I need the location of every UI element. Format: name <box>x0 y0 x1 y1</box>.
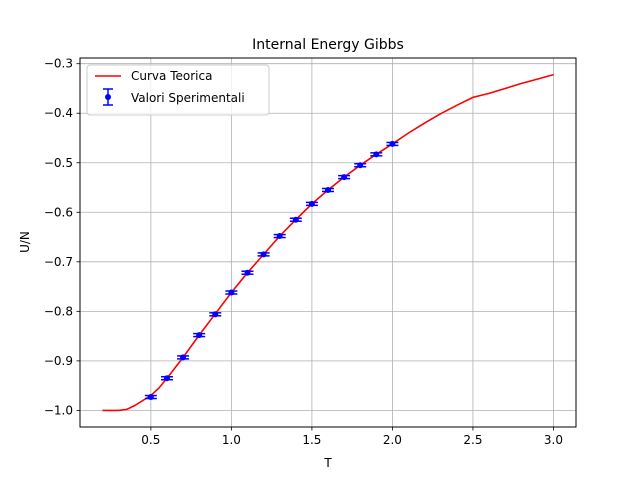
x-axis-ticks: 0.5 1.0 1.5 2.0 2.5 3.0 <box>141 427 563 447</box>
data-point <box>196 332 203 339</box>
y-tick-label: −1.0 <box>44 403 73 417</box>
legend: Curva Teorica Valori Sperimentali <box>86 64 270 116</box>
legend-box <box>86 64 270 116</box>
data-point <box>147 394 154 401</box>
x-tick-label: 1.5 <box>302 433 321 447</box>
data-point <box>163 375 170 382</box>
y-axis-label: U/N <box>18 231 32 253</box>
y-tick-label: −0.8 <box>44 304 73 318</box>
series-valori-sperimentali <box>144 140 399 401</box>
data-point <box>260 251 267 258</box>
data-point <box>373 151 380 158</box>
x-axis-label: T <box>323 456 332 470</box>
data-point <box>357 162 364 169</box>
chart-title: Internal Energy Gibbs <box>252 37 404 53</box>
x-tick-label: 2.5 <box>463 433 482 447</box>
curva-teorica-line <box>102 73 554 412</box>
data-point <box>341 174 348 181</box>
data-point <box>325 186 331 193</box>
x-tick-label: 2.0 <box>383 433 402 447</box>
y-tick-label: −0.6 <box>44 205 73 219</box>
data-point <box>228 289 235 296</box>
legend-label-valori-sperimentali: Valori Sperimentali <box>131 91 245 105</box>
x-tick-label: 3.0 <box>544 433 563 447</box>
data-point <box>276 233 283 240</box>
data-point <box>292 216 299 223</box>
plot-frame <box>79 57 577 428</box>
data-point <box>308 200 315 207</box>
x-tick-label: 1.0 <box>222 433 241 447</box>
y-tick-label: −0.7 <box>44 255 73 269</box>
data-point <box>180 354 187 361</box>
data-point <box>244 269 251 276</box>
y-axis-ticks: −1.0 −0.9 −0.8 −0.7 −0.6 −0.5 −0.4 −0.3 <box>44 57 80 417</box>
data-point <box>212 311 219 318</box>
y-tick-label: −0.4 <box>44 106 73 120</box>
x-tick-label: 0.5 <box>141 433 160 447</box>
legend-errorbar-swatch <box>103 88 113 106</box>
series-curva-teorica <box>102 73 554 412</box>
y-tick-label: −0.9 <box>44 354 73 368</box>
grid <box>80 58 576 427</box>
data-point <box>389 140 396 147</box>
y-tick-label: −0.5 <box>44 156 73 170</box>
y-tick-label: −0.3 <box>44 57 73 71</box>
legend-label-curva-teorica: Curva Teorica <box>131 69 212 83</box>
